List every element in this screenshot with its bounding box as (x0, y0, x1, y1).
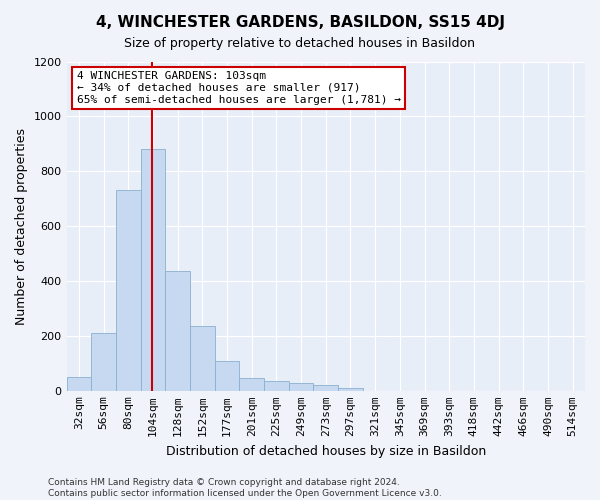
Bar (67, 377, 91, 391)
Bar (116, 190, 140, 391)
Text: 4 WINCHESTER GARDENS: 103sqm
← 34% of detached houses are smaller (917)
65% of s: 4 WINCHESTER GARDENS: 103sqm ← 34% of de… (77, 72, 401, 104)
Bar (313, 386, 338, 391)
Y-axis label: Number of detached properties: Number of detached properties (15, 128, 28, 324)
Bar (91, 333, 116, 391)
Bar (338, 388, 363, 391)
Text: 4, WINCHESTER GARDENS, BASILDON, SS15 4DJ: 4, WINCHESTER GARDENS, BASILDON, SS15 4D… (95, 15, 505, 30)
X-axis label: Distribution of detached houses by size in Basildon: Distribution of detached houses by size … (166, 444, 486, 458)
Bar (264, 381, 289, 391)
Bar (165, 272, 190, 391)
Text: Size of property relative to detached houses in Basildon: Size of property relative to detached ho… (125, 38, 476, 51)
Bar (289, 383, 313, 391)
Bar (239, 378, 264, 391)
Bar (140, 150, 165, 391)
Bar (215, 361, 239, 391)
Bar (190, 326, 215, 391)
Text: Contains HM Land Registry data © Crown copyright and database right 2024.
Contai: Contains HM Land Registry data © Crown c… (48, 478, 442, 498)
